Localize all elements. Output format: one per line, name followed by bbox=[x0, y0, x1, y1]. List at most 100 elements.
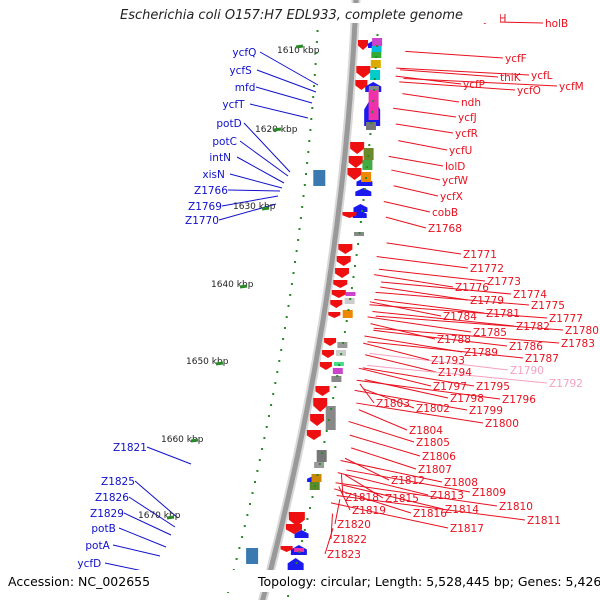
minor-tick-right bbox=[363, 188, 366, 190]
minor-tick-left bbox=[278, 360, 281, 362]
left-leader-line bbox=[255, 86, 313, 104]
minor-tick-right bbox=[343, 331, 346, 333]
reverse-gene-arrow bbox=[342, 212, 357, 218]
left-leader-line bbox=[243, 122, 291, 173]
right-leader-line bbox=[356, 379, 501, 400]
reverse-gene-arrow bbox=[310, 414, 325, 426]
gene-block bbox=[368, 90, 379, 120]
minor-tick-left bbox=[289, 294, 292, 296]
gene-label-right: Z1777 bbox=[549, 313, 583, 325]
gene-block bbox=[337, 342, 348, 348]
minor-tick-right bbox=[318, 463, 321, 465]
right-leader-line bbox=[393, 185, 439, 197]
gene-block bbox=[371, 52, 382, 58]
minor-tick-right bbox=[323, 441, 326, 443]
minor-tick-right bbox=[358, 232, 361, 234]
minor-tick-left bbox=[292, 272, 295, 274]
gene-label-right: Z1813 bbox=[430, 490, 464, 502]
minor-tick-left bbox=[285, 316, 288, 318]
gene-label-right: Z1798 bbox=[450, 393, 484, 405]
gene-block bbox=[366, 122, 376, 130]
gene-label-right: Z1768 bbox=[428, 223, 462, 235]
right-leader-line bbox=[380, 281, 512, 295]
minor-tick-right bbox=[334, 386, 337, 388]
gene-label-right: holB bbox=[545, 18, 568, 30]
kbp-tick-mark bbox=[273, 127, 282, 132]
minor-tick-right bbox=[295, 562, 298, 564]
minor-tick-right bbox=[354, 265, 356, 267]
gene-block bbox=[371, 46, 382, 52]
minor-tick-right bbox=[327, 419, 330, 421]
right-leader-line bbox=[399, 81, 516, 91]
minor-tick-left bbox=[238, 547, 241, 549]
minor-tick-left bbox=[303, 184, 306, 186]
right-leader-line bbox=[400, 69, 499, 78]
minor-tick-left bbox=[297, 239, 300, 241]
minor-tick-left bbox=[263, 437, 266, 439]
kbp-tick-mark bbox=[166, 515, 175, 520]
gene-label-right: Z1780 bbox=[565, 325, 599, 337]
gene-label-right: Z1814 bbox=[445, 504, 479, 516]
left-leader-line bbox=[259, 51, 319, 86]
gene-block-left bbox=[313, 170, 326, 186]
reverse-gene-arrow bbox=[356, 66, 371, 78]
gene-label-left: ycfQ bbox=[232, 47, 256, 59]
minor-tick-left bbox=[261, 448, 264, 450]
minor-tick-right bbox=[371, 111, 374, 113]
forward-gene-arrow bbox=[355, 188, 372, 196]
minor-tick-right bbox=[316, 474, 319, 476]
minor-tick-right bbox=[347, 309, 350, 311]
gene-label-right: Z1774 bbox=[513, 289, 547, 301]
minor-tick-right bbox=[359, 221, 362, 223]
gene-label-right: Z1797 bbox=[433, 381, 467, 393]
gene-block bbox=[325, 406, 336, 430]
right-leader-line bbox=[363, 342, 430, 361]
gene-label-right: Z1771 bbox=[463, 249, 497, 261]
minor-tick-left bbox=[290, 283, 293, 285]
right-leader-line bbox=[362, 388, 415, 409]
reverse-gene-arrow bbox=[330, 300, 343, 308]
reverse-gene-arrow bbox=[313, 398, 328, 412]
gene-block bbox=[332, 368, 343, 374]
gene-label-right: Z1794 bbox=[438, 367, 472, 379]
kbp-tick-label: 1640 kbp bbox=[211, 280, 254, 290]
reverse-gene-arrow bbox=[319, 362, 332, 370]
kbp-tick-mark bbox=[239, 284, 248, 289]
minor-tick-right bbox=[372, 100, 375, 102]
right-leader-line bbox=[395, 75, 462, 85]
minor-tick-right bbox=[342, 342, 345, 344]
right-leader-line bbox=[375, 315, 564, 331]
minor-tick-right bbox=[361, 210, 364, 212]
right-leader-line bbox=[365, 354, 437, 373]
right-leader-line bbox=[337, 472, 429, 496]
minor-tick-right bbox=[338, 364, 341, 366]
reverse-gene-arrow bbox=[328, 312, 341, 318]
gene-block bbox=[345, 292, 356, 296]
right-leader-line bbox=[385, 216, 427, 229]
left-leader-line bbox=[128, 496, 176, 528]
gene-block bbox=[362, 160, 373, 170]
gene-block bbox=[316, 450, 327, 462]
minor-tick-left bbox=[315, 41, 318, 43]
right-leader-line bbox=[367, 364, 548, 384]
gene-block bbox=[370, 60, 381, 68]
minor-tick-left bbox=[310, 118, 313, 120]
gene-label-left: potB bbox=[91, 523, 115, 535]
minor-tick-left bbox=[294, 261, 296, 263]
gene-label-left: Z1825 bbox=[101, 476, 135, 488]
minor-tick-right bbox=[367, 155, 370, 157]
reverse-gene-arrow bbox=[355, 80, 368, 90]
right-leader-line bbox=[354, 389, 468, 411]
minor-tick-left bbox=[313, 85, 315, 87]
minor-tick-left bbox=[299, 217, 302, 219]
left-leader-line bbox=[134, 480, 179, 519]
minor-tick-right bbox=[345, 320, 348, 322]
right-leader-line bbox=[330, 502, 449, 529]
gene-label-left: Z1766 bbox=[194, 185, 228, 197]
kbp-tick-mark bbox=[190, 438, 199, 443]
left-leader-line bbox=[123, 512, 172, 536]
gene-label-right: ycfP bbox=[463, 79, 485, 91]
minor-tick-left bbox=[267, 415, 270, 417]
right-leader-line bbox=[334, 499, 341, 525]
